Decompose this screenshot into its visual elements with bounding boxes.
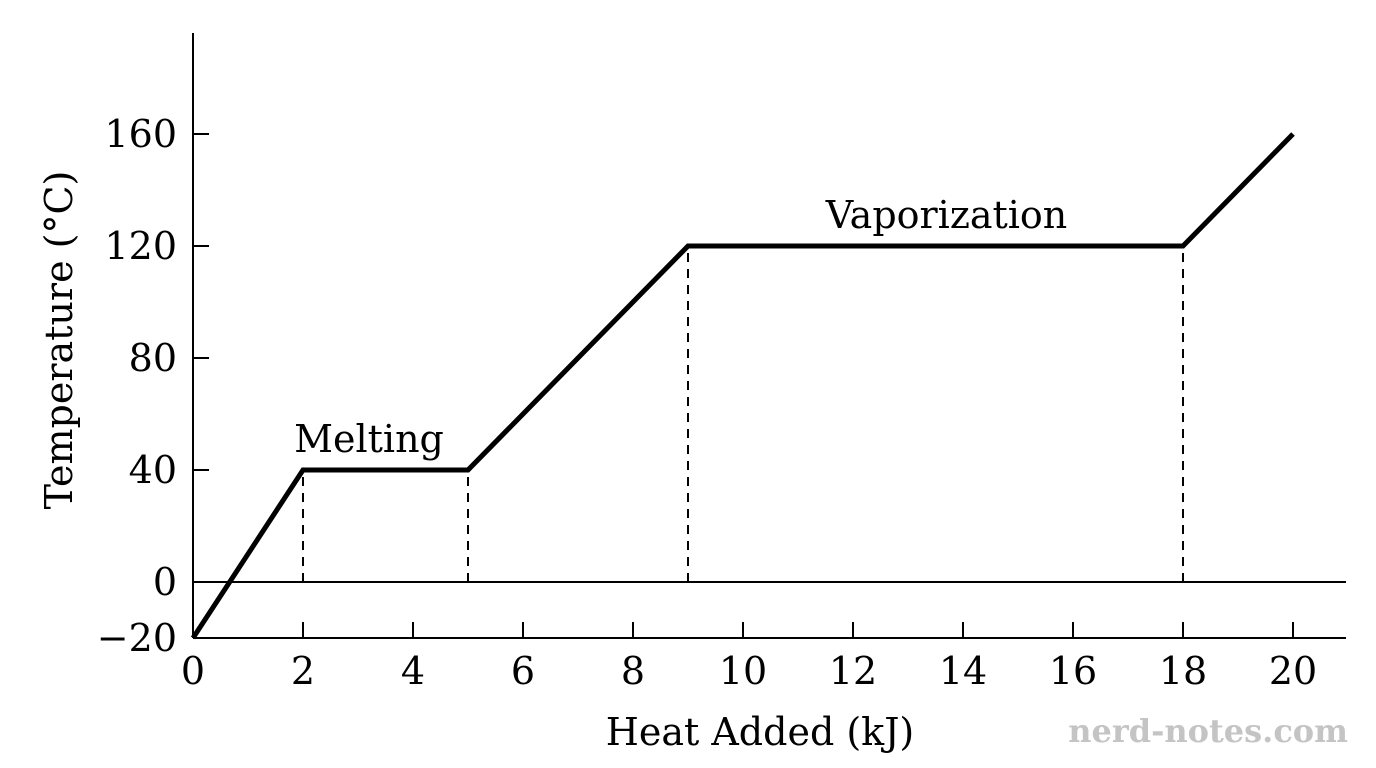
- x-tick-label: 20: [1269, 649, 1317, 693]
- annotation-vaporization: Vaporization: [825, 193, 1068, 237]
- series: [190, 132, 1295, 640]
- y-tick-label: 40: [129, 448, 177, 492]
- reference-lines: [193, 246, 1346, 583]
- x-tick-label: 8: [621, 649, 645, 693]
- y-tick-label: 0: [153, 560, 177, 604]
- x-tick-label: 16: [1049, 649, 1097, 693]
- annotation-melting: Melting: [294, 417, 444, 461]
- x-axis-title: Heat Added (kJ): [606, 710, 915, 754]
- x-tick-label: 14: [939, 649, 987, 693]
- x-tick-label: 4: [401, 649, 425, 693]
- y-tick-label: −20: [97, 616, 177, 660]
- x-tick-label: 12: [829, 649, 877, 693]
- y-tick-label: 80: [129, 336, 177, 380]
- axes: [192, 33, 1346, 639]
- y-axis-title: Temperature (°C): [37, 171, 81, 510]
- heating-curve-line: [190, 132, 1295, 640]
- annotations: Melting Vaporization: [294, 193, 1067, 461]
- x-tick-label: 10: [719, 649, 767, 693]
- watermark: nerd-notes.com: [1068, 712, 1348, 750]
- x-tick-label: 0: [181, 649, 205, 693]
- x-tick-label: 2: [291, 649, 315, 693]
- x-tick-label: 6: [511, 649, 535, 693]
- x-tick-label: 18: [1159, 649, 1207, 693]
- y-tick-label: 120: [104, 224, 177, 268]
- y-tick-label: 160: [104, 112, 177, 156]
